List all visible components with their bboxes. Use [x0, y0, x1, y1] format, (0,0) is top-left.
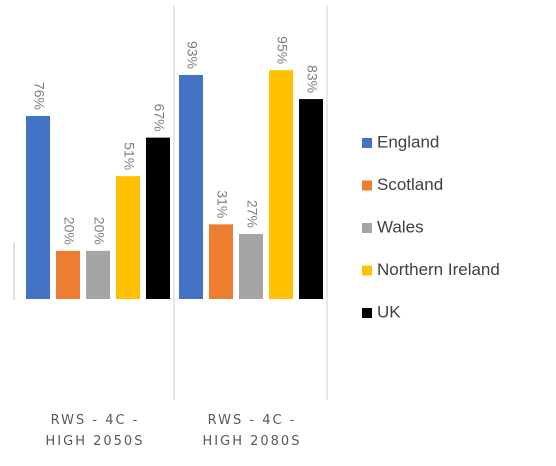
bar-england: [26, 115, 50, 300]
legend-swatch: [362, 138, 372, 148]
data-label: 67%: [151, 104, 167, 132]
bars: [26, 70, 323, 300]
bar-england: [179, 75, 203, 299]
legend-swatch: [362, 180, 372, 191]
data-label: 20%: [91, 217, 107, 245]
bar-uk: [146, 137, 170, 299]
bar-scotland: [209, 224, 233, 299]
bar-uk: [299, 99, 323, 299]
legend-label: UK: [377, 302, 401, 321]
category-labels: RWS - 4C - HIGH 2050S RWS - 4C - HIGH 2080S: [46, 413, 302, 449]
category-label: RWS - 4C -: [208, 413, 297, 428]
legend-label: England: [377, 132, 439, 151]
legend-swatch: [362, 308, 372, 318]
data-label: 51%: [121, 142, 137, 170]
data-label: 93%: [184, 41, 200, 69]
legend-label: Wales: [377, 217, 424, 236]
bar-scotland: [56, 250, 80, 299]
category-label: RWS - 4C -: [51, 413, 140, 428]
legend-swatch: [362, 265, 372, 276]
legend: England Scotland Wales Northern Ireland UK: [362, 132, 500, 321]
category-label: HIGH 2080S: [203, 434, 302, 449]
data-label: 27%: [244, 200, 260, 228]
legend-label: Scotland: [377, 175, 443, 194]
data-label: 20%: [61, 217, 77, 245]
bar-wales: [86, 250, 110, 299]
data-label: 83%: [304, 65, 320, 93]
legend-label: Northern Ireland: [377, 260, 500, 279]
category-label: HIGH 2050S: [46, 434, 145, 449]
data-labels: 76% 20% 20% 51% 67% 93% 31% 27% 95% 83%: [31, 36, 320, 245]
data-label: 76%: [31, 82, 47, 110]
data-label: 95%: [274, 36, 290, 64]
data-label: 31%: [214, 190, 230, 218]
bar-wales: [239, 233, 263, 299]
bar-northern-ireland: [116, 176, 140, 299]
category-dividers: [13, 5, 328, 400]
legend-swatch: [362, 223, 372, 233]
bar-northern-ireland: [269, 70, 293, 299]
